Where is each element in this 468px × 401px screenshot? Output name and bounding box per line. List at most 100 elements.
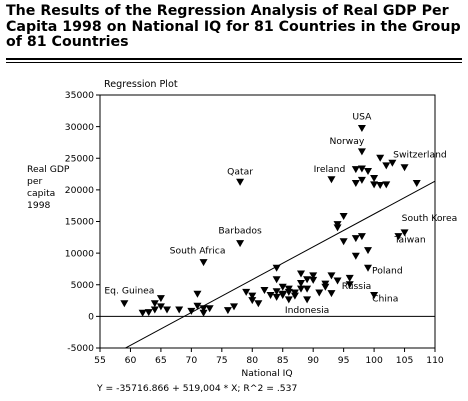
y-tick-label: 15000 (65, 217, 94, 228)
x-axis-ticks: 55 60 65 70 75 80 85 90 95 100 105 110 (94, 348, 444, 366)
y-tick-label: -5000 (67, 343, 94, 354)
data-point (315, 289, 324, 297)
data-point (412, 180, 421, 188)
point-label: Barbados (218, 226, 262, 237)
data-point (278, 283, 287, 291)
data-point (351, 166, 360, 174)
data-point (388, 159, 397, 167)
data-point (400, 164, 409, 172)
data-point (254, 300, 263, 308)
title-rule-thick (6, 58, 462, 60)
point-label: Indonesia (285, 305, 329, 316)
point-label: South Korea (402, 213, 458, 224)
data-point (345, 274, 354, 282)
data-point (364, 168, 372, 176)
y-axis-label-line-3: capita (27, 188, 55, 199)
data-point (297, 279, 305, 287)
data-point (144, 309, 153, 317)
point-label: Russia (342, 281, 372, 292)
x-tick-label: 100 (365, 355, 383, 366)
data-point (345, 281, 354, 289)
data-points (120, 125, 421, 317)
point-labels: USA Norway Switzerland Ireland Qatar South Ko… (104, 112, 457, 317)
data-point (351, 235, 360, 243)
x-tick-label: 80 (246, 355, 258, 366)
y-tick-label: 10000 (65, 248, 94, 259)
title-rule-thin (6, 62, 462, 63)
data-point (248, 292, 257, 300)
data-point (303, 296, 312, 304)
data-point (394, 233, 403, 241)
data-point (187, 307, 196, 315)
data-point (351, 180, 360, 188)
point-label: Ireland (314, 164, 346, 175)
data-point (357, 233, 366, 241)
point-label: South Africa (170, 246, 226, 257)
data-point (339, 212, 348, 220)
data-point (364, 264, 372, 272)
data-point (327, 290, 336, 298)
data-point (138, 309, 147, 317)
data-point (223, 307, 232, 315)
y-tick-label: 5000 (71, 280, 95, 291)
data-point (150, 300, 159, 308)
data-point (400, 229, 409, 237)
point-label: Poland (372, 265, 403, 276)
y-tick-label: 25000 (65, 153, 94, 164)
x-tick-label: 60 (125, 355, 137, 366)
data-point (199, 309, 208, 317)
data-point (272, 276, 281, 284)
page-title: The Results of the Regression Analysis o… (6, 3, 461, 51)
x-tick-label: 65 (155, 355, 167, 366)
data-point (156, 303, 165, 311)
regression-line (125, 180, 436, 349)
data-point (321, 283, 330, 291)
data-point (120, 300, 129, 308)
data-point (382, 181, 391, 189)
data-point (260, 286, 269, 294)
point-label: USA (352, 112, 372, 123)
data-point (297, 285, 305, 293)
data-point (357, 165, 366, 173)
regression-equation: Y = -35716.866 + 519,004 * X; R^2 = .537 (96, 383, 298, 394)
data-point (272, 264, 281, 272)
data-point (236, 240, 245, 248)
data-point (266, 292, 275, 300)
x-tick-label: 55 (94, 355, 106, 366)
x-tick-label: 110 (426, 355, 444, 366)
data-point (376, 154, 385, 162)
point-label: China (372, 294, 398, 305)
x-axis-label: National IQ (241, 368, 292, 379)
data-point (278, 292, 287, 300)
point-label: Eq. Guinea (104, 286, 154, 297)
y-axis-label: Real GDP per capita 1998 (27, 164, 72, 211)
y-axis-label-line-2: per (27, 176, 42, 187)
chart-title: Regression Plot (104, 79, 178, 90)
data-point (357, 148, 366, 156)
data-point (193, 302, 202, 310)
data-point (193, 290, 202, 298)
data-point (272, 293, 281, 301)
data-point (230, 303, 238, 311)
data-point (351, 252, 360, 260)
point-label: Switzerland (393, 149, 447, 160)
data-point (199, 259, 208, 267)
data-point (175, 306, 184, 314)
data-point (333, 221, 342, 229)
data-point (156, 295, 165, 303)
data-point (357, 125, 366, 133)
data-point (284, 296, 293, 304)
data-point (327, 176, 336, 184)
data-point (242, 288, 251, 296)
data-point (382, 162, 391, 170)
data-point (284, 285, 293, 293)
y-tick-label: 20000 (65, 185, 94, 196)
data-point (339, 238, 348, 246)
data-point (309, 276, 318, 284)
data-point (370, 181, 379, 189)
point-label: Norway (329, 136, 364, 147)
y-axis-label-line-4: 1998 (27, 200, 51, 211)
x-tick-label: 90 (307, 355, 319, 366)
y-axis-ticks: -5000 0 5000 10000 15000 20000 25000 30000 35000 (65, 90, 100, 354)
